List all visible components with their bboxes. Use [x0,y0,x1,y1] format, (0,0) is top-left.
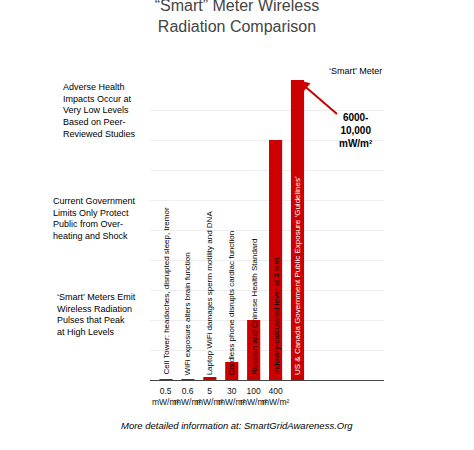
svg-text:0.6mW/m²: 0.6mW/m² [174,386,202,407]
svg-text:Cell Tower: headaches, disrupt: Cell Tower: headaches, disrupted sleep, … [162,207,171,374]
svg-text:“Smart” Meter WirelessRadiatio: “Smart” Meter WirelessRadiation Comparis… [155,0,319,35]
svg-text:100mW/m²: 100mW/m² [240,386,268,407]
svg-text:Industry-calculated level at 3: Industry-calculated level at 3 feet [272,257,281,375]
svg-text:Russian and Chinese Health Sta: Russian and Chinese Health Standard [250,239,259,375]
svg-text:‘Smart’ Meter: ‘Smart’ Meter [329,66,382,76]
svg-text:Laptop WiFi damages sperm moti: Laptop WiFi damages sperm motility and D… [205,211,214,376]
svg-text:More detailed information at:: More detailed information at: SmartGridA… [121,420,353,431]
svg-text:US & Canada Government Public: US & Canada Government Public Exposure ‘… [293,176,302,375]
svg-text:6000-10,000mW/m²: 6000-10,000mW/m² [339,112,373,149]
svg-text:0.5mW/m²: 0.5mW/m² [152,386,180,407]
svg-text:Current GovernmentLimits Only: Current GovernmentLimits Only ProtectPub… [53,196,136,241]
svg-text:‘Smart’ Meters EmitWireless Ra: ‘Smart’ Meters EmitWireless RadiationPul… [57,292,136,337]
svg-text:5mW/m²: 5mW/m² [196,386,224,407]
svg-text:30mW/m²: 30mW/m² [218,386,246,407]
svg-text:Adverse HealthImpacts Occur at: Adverse HealthImpacts Occur atVery Low L… [63,82,136,139]
svg-text:400mW/m²: 400mW/m² [262,386,290,407]
svg-text:WiFi exposure alters brain fun: WiFi exposure alters brain function [183,252,192,375]
svg-text:Cordless phone disrupts cardia: Cordless phone disrupts cardiac function [227,231,236,376]
